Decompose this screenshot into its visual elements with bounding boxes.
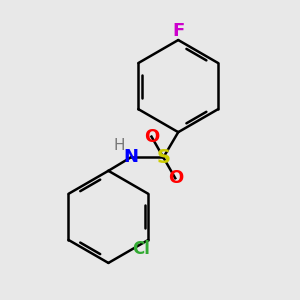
Text: Cl: Cl: [132, 240, 150, 258]
Text: O: O: [144, 128, 159, 146]
Text: O: O: [168, 169, 183, 187]
Text: F: F: [172, 22, 184, 40]
Text: S: S: [156, 148, 170, 167]
Text: H: H: [113, 138, 124, 153]
Text: N: N: [123, 148, 138, 166]
